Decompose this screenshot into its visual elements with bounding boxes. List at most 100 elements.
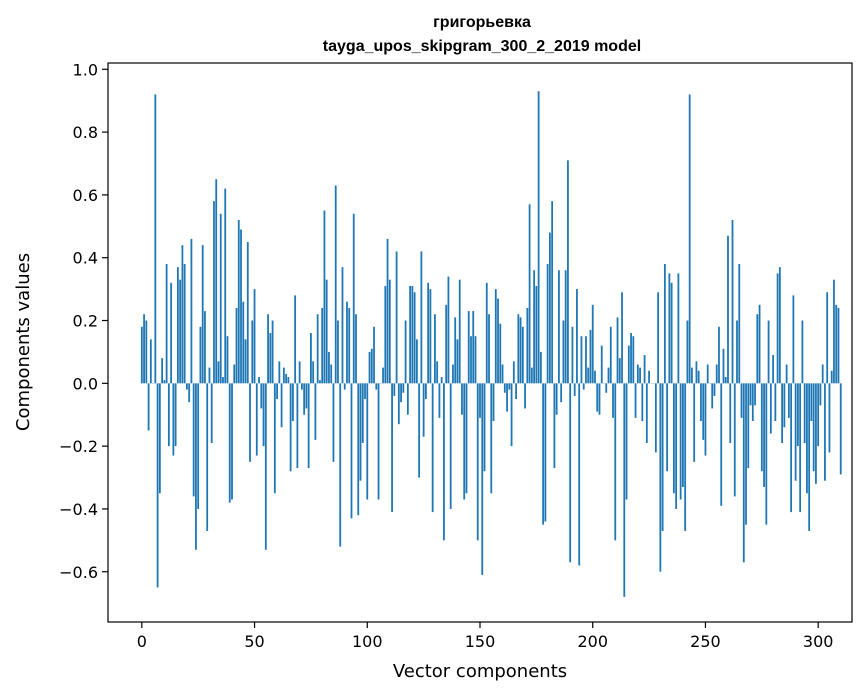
bar-271 [751, 383, 754, 422]
bar-29 [206, 383, 209, 531]
bar-221 [639, 367, 641, 384]
bar-47 [246, 242, 249, 384]
bar-305 [828, 383, 831, 453]
bar-77 [314, 383, 317, 440]
bar-90 [343, 383, 346, 390]
bar-309 [837, 307, 840, 384]
bar-212 [618, 358, 621, 384]
bar-241 [684, 383, 687, 531]
bar-92 [348, 307, 351, 384]
bar-2 [145, 320, 148, 384]
bar-217 [630, 333, 632, 384]
bar-279 [769, 383, 772, 434]
bar-196 [582, 383, 585, 390]
bar-232 [663, 263, 666, 384]
bar-118 [406, 383, 409, 415]
bar-237 [675, 383, 678, 509]
bar-86 [334, 185, 337, 384]
y-tick-label: −0.2 [59, 437, 98, 456]
chart-subtitle: tayga_upos_skipgram_300_2_2019 model [323, 38, 641, 55]
bar-135 [445, 304, 448, 384]
bar-144 [465, 383, 468, 494]
bar-99 [364, 383, 366, 400]
bar-120 [411, 285, 414, 384]
bar-228 [654, 383, 657, 453]
bar-236 [672, 383, 675, 494]
bar-146 [470, 336, 472, 384]
bar-23 [192, 383, 195, 497]
y-tick-label: −0.4 [59, 500, 98, 519]
bar-247 [697, 370, 700, 384]
bar-164 [510, 383, 513, 447]
bar-66 [289, 383, 292, 472]
x-tick-label: 200 [577, 632, 608, 651]
bar-41 [233, 364, 236, 384]
bar-169 [521, 326, 524, 384]
y-tick-label: 0.4 [73, 249, 98, 268]
bar-52 [258, 377, 260, 384]
bar-179 [544, 383, 547, 522]
y-axis-ticks: −0.6 −0.4 −0.2 0.0 0.2 0.4 0.6 0.8 1.0 [59, 60, 108, 582]
bar-27 [201, 245, 204, 384]
bar-283 [778, 267, 781, 384]
bar-255 [715, 364, 718, 384]
x-tick-label: 0 [137, 632, 147, 651]
bar-282 [776, 273, 779, 384]
bar-126 [424, 383, 427, 400]
bar-222 [641, 383, 644, 422]
bar-174 [533, 270, 536, 384]
bar-98 [361, 383, 364, 443]
bar-274 [758, 304, 761, 384]
bar-83 [328, 351, 330, 384]
bar-308 [835, 304, 838, 384]
bar-54 [262, 383, 265, 447]
bar-187 [562, 320, 565, 384]
bar-268 [745, 383, 747, 525]
bar-104 [375, 383, 378, 390]
bar-147 [472, 311, 475, 384]
bar-265 [738, 263, 741, 384]
bar-153 [485, 282, 488, 384]
bar-100 [366, 383, 369, 500]
bar-75 [310, 333, 312, 384]
bar-249 [702, 383, 705, 440]
bar-79 [319, 380, 321, 384]
bar-300 [817, 383, 820, 447]
bar-191 [571, 326, 574, 384]
bar-183 [553, 383, 556, 469]
bar-20 [186, 383, 188, 390]
bar-192 [573, 383, 576, 396]
bar-240 [682, 383, 684, 487]
bar-117 [404, 320, 407, 384]
bar-116 [402, 383, 405, 393]
bar-89 [341, 267, 344, 384]
bar-248 [700, 383, 702, 422]
bar-270 [749, 383, 752, 406]
bar-251 [706, 364, 709, 384]
bar-290 [794, 383, 797, 481]
bar-78 [316, 314, 319, 384]
bar-157 [494, 289, 497, 384]
bar-127 [427, 282, 430, 384]
bar-286 [785, 364, 788, 384]
bar-263 [733, 383, 736, 497]
bar-150 [479, 383, 481, 418]
bar-301 [819, 383, 822, 406]
bar-295 [806, 383, 808, 494]
bar-119 [409, 285, 412, 384]
bar-258 [722, 348, 725, 384]
bar-10 [163, 380, 166, 384]
bar-256 [718, 326, 720, 384]
bar-70 [298, 361, 301, 384]
bar-223 [643, 355, 646, 384]
bar-208 [609, 326, 612, 384]
bar-225 [648, 370, 650, 384]
bar-112 [393, 383, 396, 396]
bar-243 [688, 94, 691, 384]
bar-67 [291, 383, 294, 422]
bar-94 [352, 213, 355, 384]
bar-139 [454, 317, 457, 384]
bar-178 [542, 383, 545, 525]
x-tick-label: 300 [803, 632, 834, 651]
